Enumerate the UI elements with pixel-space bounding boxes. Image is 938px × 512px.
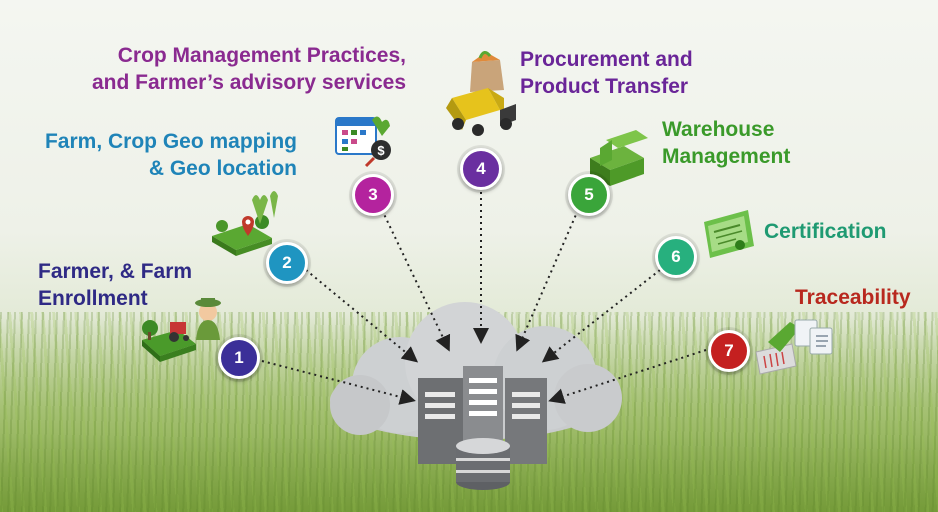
step-4-badge: 4 (460, 148, 502, 190)
label-certification: Certification (764, 218, 887, 245)
label-procurement: Procurement and Product Transfer (520, 46, 693, 100)
label-line: Enrollment (38, 287, 148, 310)
truck-produce-icon (446, 51, 516, 136)
label-warehouse: Warehouse Management (662, 116, 790, 170)
label-line: & Geo location (148, 157, 297, 180)
step-6-badge: 6 (655, 236, 697, 278)
farmer-tractor-icon (142, 298, 221, 362)
arrow-6 (541, 269, 661, 363)
barcode-scanner-icon (755, 319, 833, 375)
certificate-icon (704, 210, 754, 258)
label-line: Farmer, & Farm (38, 260, 193, 283)
label-line: Farm, Crop Geo mapping (44, 130, 297, 153)
step-7-badge: 7 (708, 330, 750, 372)
label-line: Management (662, 145, 791, 168)
label-line: Certification (764, 220, 887, 243)
step-3-badge: 3 (352, 174, 394, 216)
step-1-badge: 1 (218, 337, 260, 379)
step-5-badge: 5 (568, 174, 610, 216)
arrow-1 (261, 360, 416, 405)
label-line: Crop Management Practices, (117, 44, 406, 67)
label-line: and Farmer’s advisory services (91, 71, 406, 94)
arrow-2 (305, 269, 419, 363)
label-geo-mapping: Farm, Crop Geo mapping & Geo location (45, 128, 297, 182)
label-farmer-enrollment: Farmer, & Farm Enrollment (38, 258, 192, 312)
label-traceability: Traceability (795, 284, 911, 311)
step-2-badge: 2 (266, 242, 308, 284)
geo-map-pin-icon (212, 191, 278, 256)
label-line: Procurement and (520, 48, 693, 71)
label-line: Warehouse (662, 118, 775, 141)
svg-text:$: $ (377, 143, 385, 158)
label-crop-management: Crop Management Practices, and Farmer’s … (92, 42, 406, 96)
calendar-dollar-icon: $ (335, 116, 391, 168)
arrow-3 (381, 209, 451, 352)
arrow-5 (515, 209, 579, 352)
connector-arrows (261, 186, 707, 405)
label-line: Product Transfer (520, 75, 689, 98)
warehouse-box-icon (590, 130, 648, 186)
label-line: Traceability (795, 286, 911, 309)
server-database-icon (418, 366, 547, 490)
